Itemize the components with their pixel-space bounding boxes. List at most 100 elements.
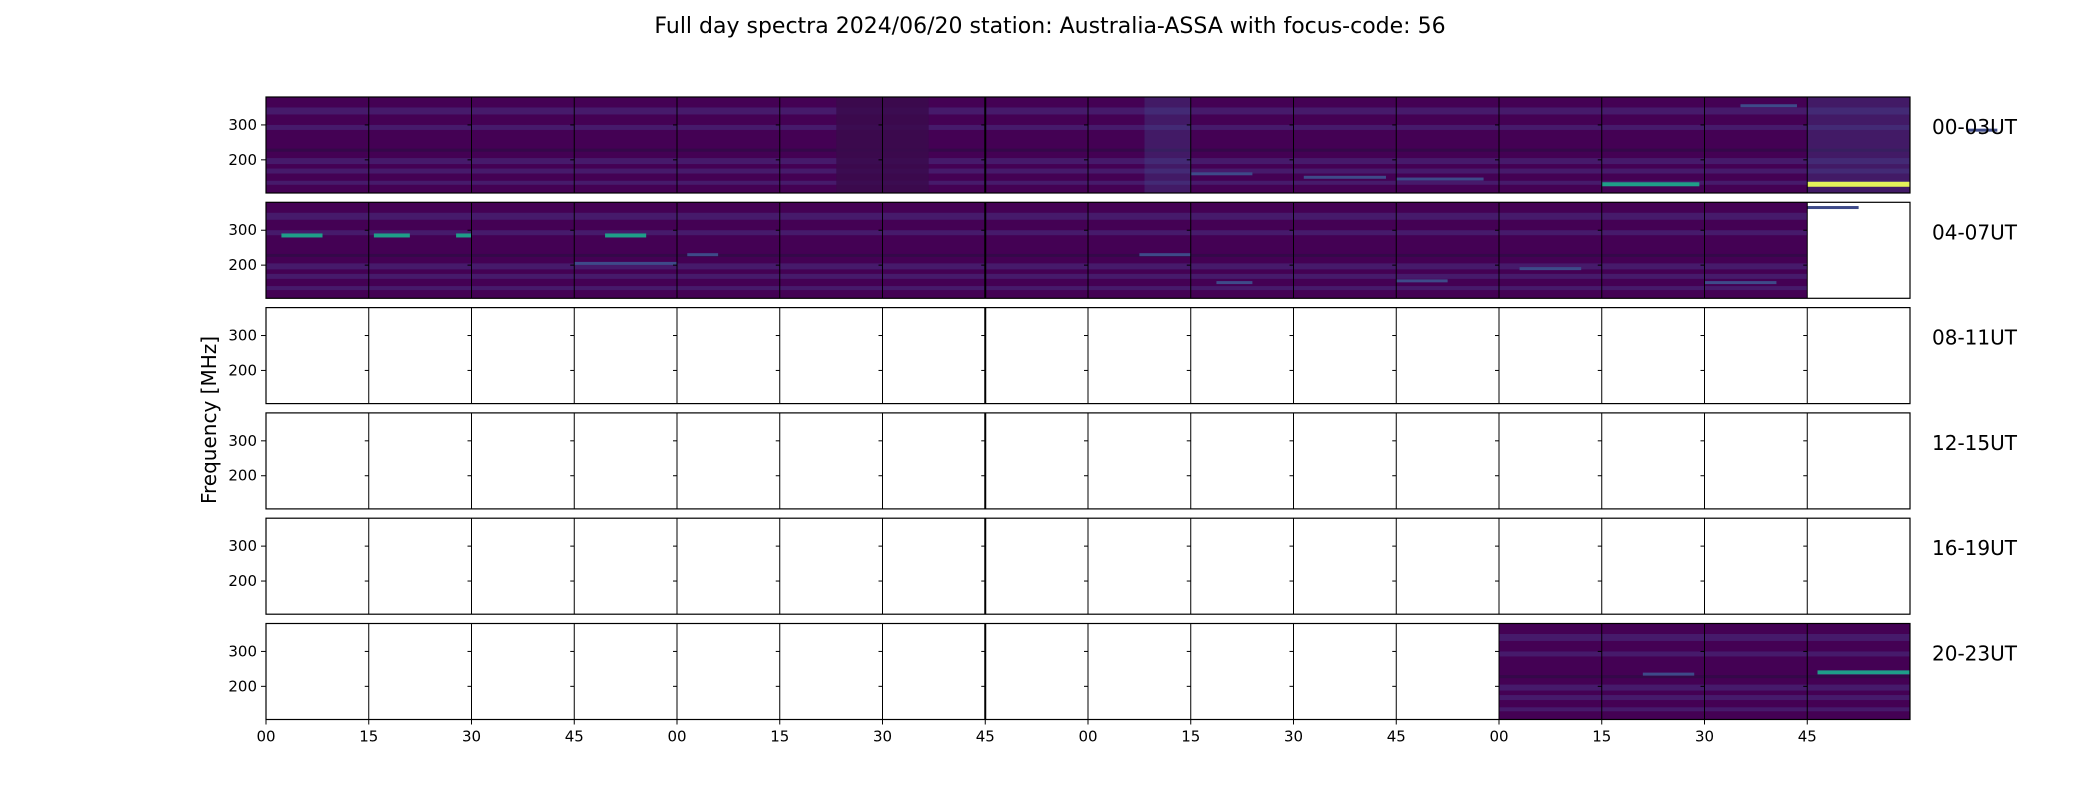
spectrum-band bbox=[1499, 124, 1602, 130]
spectrum-band bbox=[1704, 158, 1808, 165]
spectrum-band bbox=[1704, 180, 1808, 185]
spectrum-band bbox=[368, 180, 472, 185]
spectra-row-20-23UT: 300 200 20-23UT bbox=[228, 622, 2018, 721]
row-frame bbox=[265, 307, 1911, 405]
spectrum-band bbox=[471, 212, 575, 220]
row-frame bbox=[265, 96, 1911, 194]
spectrum-band bbox=[985, 124, 1088, 130]
spectrum-band bbox=[1190, 158, 1294, 165]
spectrum-band bbox=[1499, 633, 1602, 641]
spectrum-band bbox=[779, 124, 883, 130]
spectral-line bbox=[1139, 253, 1191, 257]
spectral-line bbox=[1216, 281, 1253, 285]
spectrum-band bbox=[1601, 695, 1705, 701]
spectrum-band bbox=[1396, 212, 1499, 220]
spectrum-band bbox=[882, 230, 986, 236]
spectrum-band bbox=[1190, 286, 1294, 291]
spectrum-band bbox=[882, 273, 986, 279]
spectrum-band bbox=[1088, 212, 1191, 220]
spectrum-band bbox=[1293, 107, 1397, 115]
spectrum-band bbox=[1088, 148, 1191, 152]
spectrum-band bbox=[1704, 273, 1808, 279]
spectral-line bbox=[1519, 267, 1582, 271]
spectrum-band bbox=[1190, 107, 1294, 115]
y-tick-label: 200 bbox=[228, 572, 257, 590]
spectrum-band bbox=[1088, 263, 1191, 270]
x-tick-label: 45 bbox=[565, 728, 584, 746]
spectrum-band bbox=[1704, 148, 1808, 152]
spectral-line bbox=[1601, 182, 1700, 187]
spectrum-band bbox=[985, 148, 1088, 152]
spectrum-band bbox=[985, 286, 1088, 291]
spectrum-band bbox=[1601, 633, 1705, 641]
spectral-line bbox=[1190, 172, 1253, 176]
spectrum-band bbox=[574, 286, 677, 291]
spectral-line bbox=[456, 233, 472, 238]
spectrum-band bbox=[368, 263, 472, 270]
y-tick-label: 300 bbox=[228, 221, 257, 239]
spectrum-band bbox=[1396, 107, 1499, 115]
spectral-line bbox=[687, 253, 719, 257]
spectrum-band bbox=[574, 180, 677, 185]
rows-layer: 30020000-03UT30020004-07UT30020008-11UT3… bbox=[228, 96, 2018, 721]
spectrum-band bbox=[574, 273, 677, 279]
spectrum-band bbox=[1396, 263, 1499, 270]
spectrum-band bbox=[1293, 212, 1397, 220]
spectrum-band bbox=[1704, 651, 1808, 657]
spectrum-band bbox=[1088, 168, 1191, 174]
spectrum-band bbox=[1190, 180, 1294, 185]
spectrum-band bbox=[985, 180, 1088, 185]
spectrum-band bbox=[1704, 230, 1808, 236]
spectrum-band bbox=[1704, 684, 1808, 691]
spectrum-band bbox=[1396, 168, 1499, 174]
spectrum-band bbox=[1807, 124, 1910, 130]
spectra-row-00-03UT: 300 200 00-03UT bbox=[228, 96, 2018, 194]
spectrum-band bbox=[1807, 148, 1910, 152]
x-tick-label: 45 bbox=[1387, 728, 1406, 746]
spectrum-band bbox=[779, 230, 883, 236]
spectrum-band bbox=[1396, 124, 1499, 130]
spectrum-band bbox=[266, 168, 369, 174]
spectrum-band bbox=[1807, 107, 1910, 115]
spectrum-band bbox=[1499, 684, 1602, 691]
spectrum-band bbox=[985, 230, 1088, 236]
spectrum-band bbox=[1601, 651, 1705, 657]
spectrum-band bbox=[266, 273, 369, 279]
x-tick-label: 30 bbox=[1695, 728, 1714, 746]
spectral-line bbox=[1642, 672, 1695, 676]
spectrum-band bbox=[1499, 651, 1602, 657]
spectrum-band bbox=[1704, 253, 1808, 257]
spectrum-band bbox=[1601, 707, 1705, 712]
spectrum-band bbox=[1190, 230, 1294, 236]
spectrum-band bbox=[1601, 286, 1705, 291]
spectrum-band bbox=[1499, 230, 1602, 236]
spectral-line bbox=[1807, 181, 1910, 187]
spectrum-band bbox=[779, 273, 883, 279]
spectrum-band bbox=[1807, 684, 1910, 691]
spectrum-band bbox=[677, 148, 780, 152]
spectrum-band bbox=[677, 168, 780, 174]
spectrum-band bbox=[779, 180, 883, 185]
spectrum-band bbox=[1601, 684, 1705, 691]
spectral-line bbox=[1303, 175, 1386, 179]
spectrum-band bbox=[266, 148, 369, 152]
spectrum-band bbox=[1190, 148, 1294, 152]
spectrum-band bbox=[1601, 212, 1705, 220]
row-label: 16-19UT bbox=[1932, 536, 2018, 560]
spectral-line bbox=[281, 233, 323, 238]
spectrum-band bbox=[1807, 675, 1910, 679]
row-frame bbox=[265, 517, 1911, 615]
spectrum-band bbox=[1499, 148, 1602, 152]
spectrum-band bbox=[1396, 286, 1499, 291]
spectrum-band bbox=[1499, 253, 1602, 257]
spectrum-band bbox=[1601, 230, 1705, 236]
spectrum-band bbox=[1190, 273, 1294, 279]
bright-column bbox=[1144, 97, 1191, 193]
spectrum-band bbox=[1499, 675, 1602, 679]
x-tick-label: 15 bbox=[359, 728, 378, 746]
spectrum-band bbox=[779, 253, 883, 257]
x-tick-label: 00 bbox=[1078, 728, 1097, 746]
chart-title: Full day spectra 2024/06/20 station: Aus… bbox=[654, 14, 1445, 39]
